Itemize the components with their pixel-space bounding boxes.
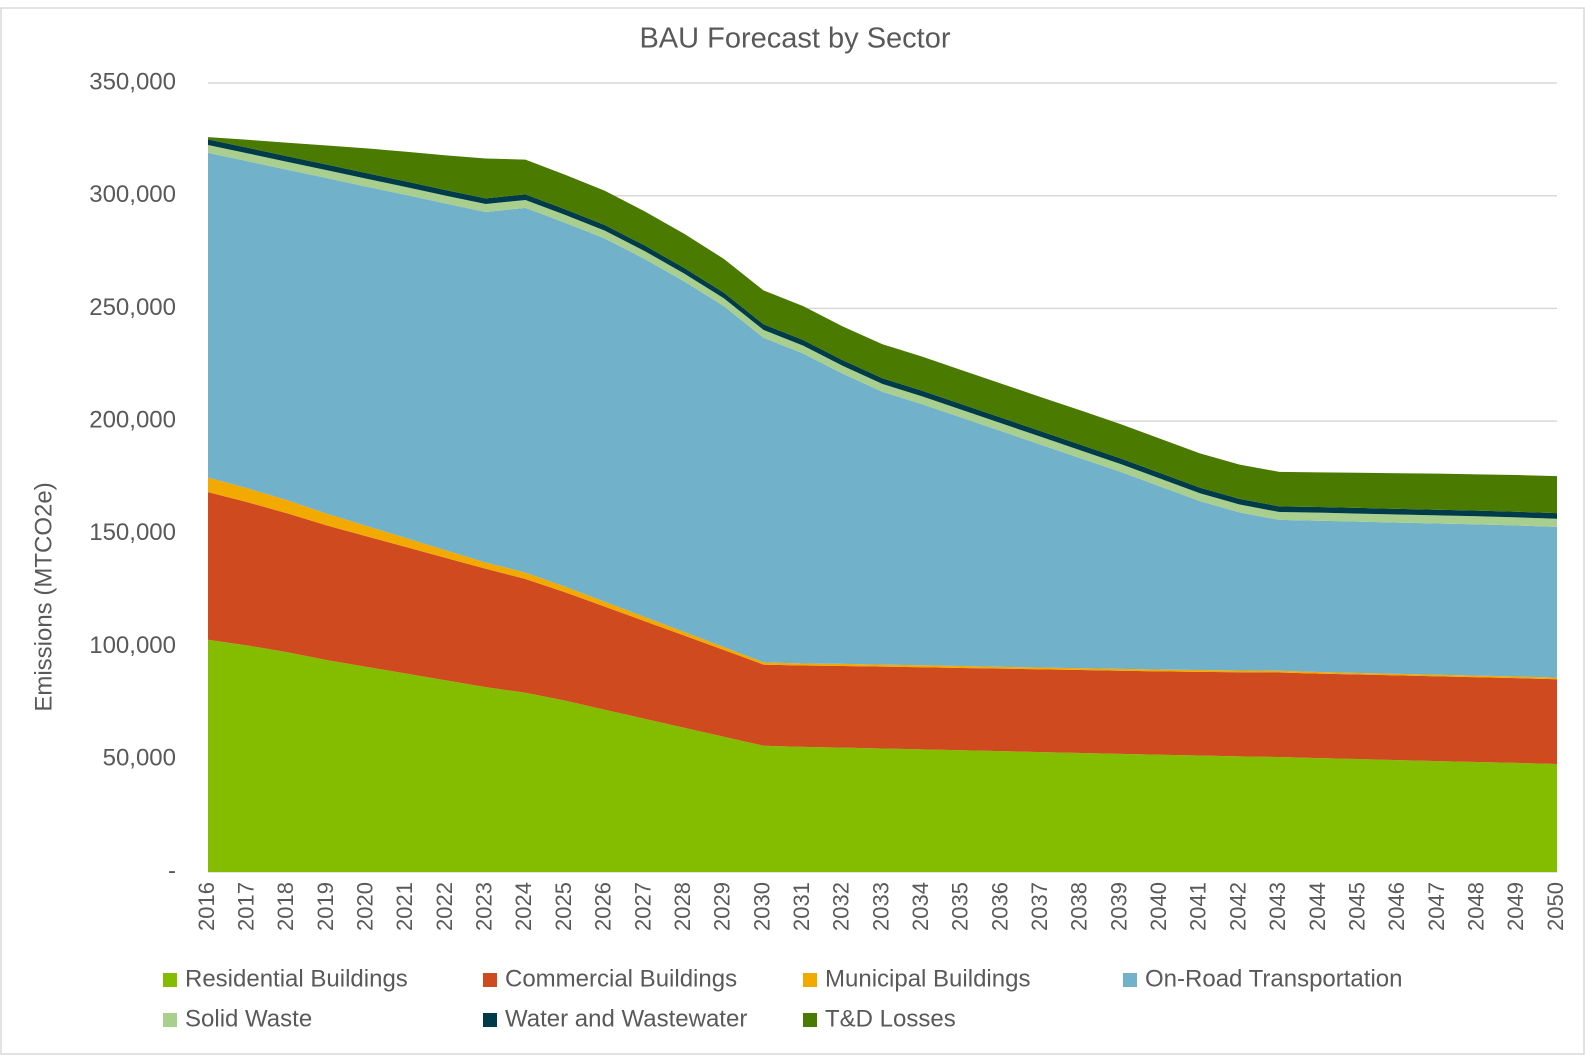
area xyxy=(208,137,1557,514)
x-tick-label: 2029 xyxy=(710,882,735,931)
y-tick-label: 350,000 xyxy=(89,68,176,95)
x-tick-label: 2016 xyxy=(194,882,219,931)
x-tick-label: 2050 xyxy=(1543,882,1568,931)
area xyxy=(208,152,1557,678)
y-tick-label: 200,000 xyxy=(89,406,176,433)
x-tick-label: 2036 xyxy=(987,882,1012,931)
y-tick-label: - xyxy=(168,857,176,884)
legend-swatch xyxy=(803,973,817,987)
x-tick-label: 2043 xyxy=(1265,882,1290,931)
x-tick-label: 2035 xyxy=(948,882,973,931)
chart-border xyxy=(0,7,1585,1055)
x-tick-label: 2022 xyxy=(432,882,457,931)
x-tick-label: 2047 xyxy=(1424,882,1449,931)
x-tick-label: 2037 xyxy=(1027,882,1052,931)
x-tick-label: 2041 xyxy=(1186,882,1211,931)
x-tick-label: 2049 xyxy=(1503,882,1528,931)
chart-title: BAU Forecast by Sector xyxy=(639,23,950,55)
x-tick-label: 2033 xyxy=(868,882,893,931)
legend-swatch xyxy=(803,1013,817,1027)
y-tick-label: 150,000 xyxy=(89,519,176,546)
x-tick-label: 2020 xyxy=(353,882,378,931)
legend-label: Residential Buildings xyxy=(185,965,408,992)
legend-swatch xyxy=(1123,973,1137,987)
x-tick-label: 2048 xyxy=(1463,882,1488,931)
x-tick-label: 2023 xyxy=(472,882,497,931)
x-tick-label: 2031 xyxy=(789,882,814,931)
y-tick-label: 300,000 xyxy=(89,181,176,208)
x-tick-label: 2024 xyxy=(511,882,536,931)
x-tick-label: 2025 xyxy=(551,882,576,931)
legend-label: Water and Wastewater xyxy=(505,1005,747,1032)
y-tick-label: 100,000 xyxy=(89,632,176,659)
x-tick-label: 2018 xyxy=(273,882,298,931)
x-tick-label: 2026 xyxy=(591,882,616,931)
x-tick-label: 2044 xyxy=(1305,882,1330,931)
x-tick-label: 2019 xyxy=(313,882,338,931)
x-tick-label: 2045 xyxy=(1344,882,1369,931)
x-tick-label: 2030 xyxy=(749,882,774,931)
legend-label: Commercial Buildings xyxy=(505,965,737,992)
x-tick-label: 2017 xyxy=(233,882,258,931)
area xyxy=(208,492,1557,765)
y-axis-label: Emissions (MTCO2e) xyxy=(30,482,57,711)
x-tick-label: 2042 xyxy=(1225,882,1250,931)
x-tick-label: 2038 xyxy=(1067,882,1092,931)
x-tick-label: 2028 xyxy=(670,882,695,931)
y-tick-label: 250,000 xyxy=(89,294,176,321)
x-tick-label: 2039 xyxy=(1106,882,1131,931)
legend-swatch xyxy=(483,1013,497,1027)
x-tick-label: 2034 xyxy=(908,882,933,931)
legend-label: T&D Losses xyxy=(825,1005,956,1032)
x-tick-label: 2032 xyxy=(829,882,854,931)
legend-swatch xyxy=(163,1013,177,1027)
legend-label: Municipal Buildings xyxy=(825,965,1030,992)
legend-swatch xyxy=(483,973,497,987)
legend-label: On-Road Transportation xyxy=(1145,965,1402,992)
x-tick-label: 2046 xyxy=(1384,882,1409,931)
area xyxy=(208,639,1557,872)
x-tick-label: 2027 xyxy=(630,882,655,931)
x-tick-label: 2040 xyxy=(1146,882,1171,931)
x-tick-label: 2021 xyxy=(392,882,417,931)
legend-label: Solid Waste xyxy=(185,1005,312,1032)
y-tick-label: 50,000 xyxy=(103,745,176,772)
legend-swatch xyxy=(163,973,177,987)
